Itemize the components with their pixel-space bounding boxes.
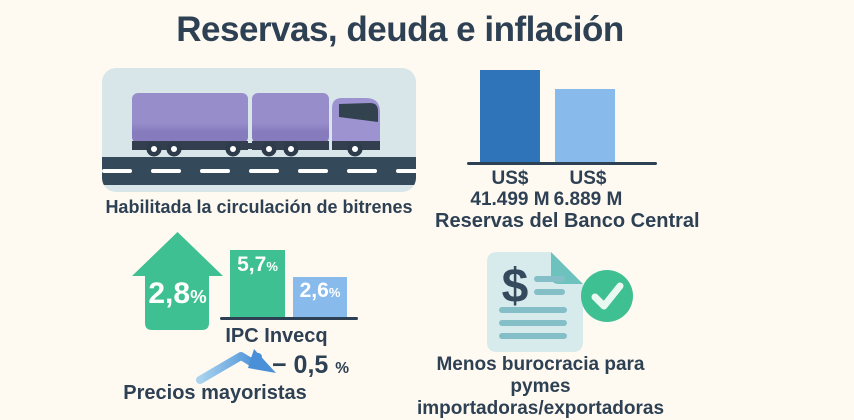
currency-label: US$ <box>491 168 529 189</box>
bitrenes-caption: Habilitada la circulación de bitrenes <box>105 197 413 217</box>
percent-sign: % <box>335 360 350 377</box>
bitren-truck-illustration <box>102 68 416 192</box>
ipc-caption: IPC Invecq <box>225 325 328 347</box>
bitren-truck-icon <box>102 93 416 185</box>
value: 5,7 <box>237 253 267 276</box>
reservas-bar-gross-label: US$ 41.499 M <box>464 168 556 210</box>
value: 2,6 <box>299 279 329 302</box>
dollar-document-icon: $ <box>487 252 583 352</box>
ipc-bar-2: 2,6% <box>293 277 347 318</box>
reservas-bar-gross <box>480 70 540 163</box>
trailer-1-chassis <box>132 141 248 150</box>
checkmark-icon <box>591 282 624 310</box>
percent-sign: % <box>266 259 278 274</box>
pymes-caption-line2: importadoras/exportadoras <box>416 398 665 419</box>
amount-label: 41.499 M <box>470 189 550 210</box>
pymes-caption: Menos burocracia para pymes importadoras… <box>414 354 667 420</box>
pymes-caption-line1: Menos burocracia para pymes <box>436 354 645 397</box>
ipc-bar-1: 5,7% <box>230 250 285 318</box>
trailer-1 <box>132 93 248 143</box>
ipc-axis-line <box>220 317 358 320</box>
amount-label: 6.889 M <box>553 189 623 210</box>
trailer-2 <box>252 93 329 143</box>
trailer-connector <box>244 143 258 149</box>
truck-cab-window <box>339 103 378 122</box>
value: − 0,5 <box>272 351 329 379</box>
up-arrow-icon <box>132 232 223 330</box>
mayoristas-caption: Precios mayoristas <box>123 382 307 404</box>
reservas-bar-net <box>555 89 615 163</box>
document-text-lines <box>499 276 567 339</box>
percent-sign: % <box>190 286 207 307</box>
reservas-axis-line <box>467 162 657 165</box>
page-title: Reservas, deuda e inflación <box>176 10 624 49</box>
reservas-caption: Reservas del Banco Central <box>435 210 700 232</box>
road-dashes <box>102 169 416 173</box>
currency-label: US$ <box>569 168 607 189</box>
reservas-bar-net-label: US$ 6.889 M <box>542 168 634 210</box>
trend-line-arrow-icon <box>196 349 276 384</box>
dollar-glyph: $ <box>502 260 529 313</box>
mayoristas-value: − 0,5 % <box>272 351 349 380</box>
ipc-arrow-value: 2,8% <box>131 277 224 311</box>
truck-wheels <box>146 141 363 157</box>
value: 2,8 <box>148 277 191 310</box>
check-circle-icon <box>581 270 633 322</box>
percent-sign: % <box>328 285 341 300</box>
